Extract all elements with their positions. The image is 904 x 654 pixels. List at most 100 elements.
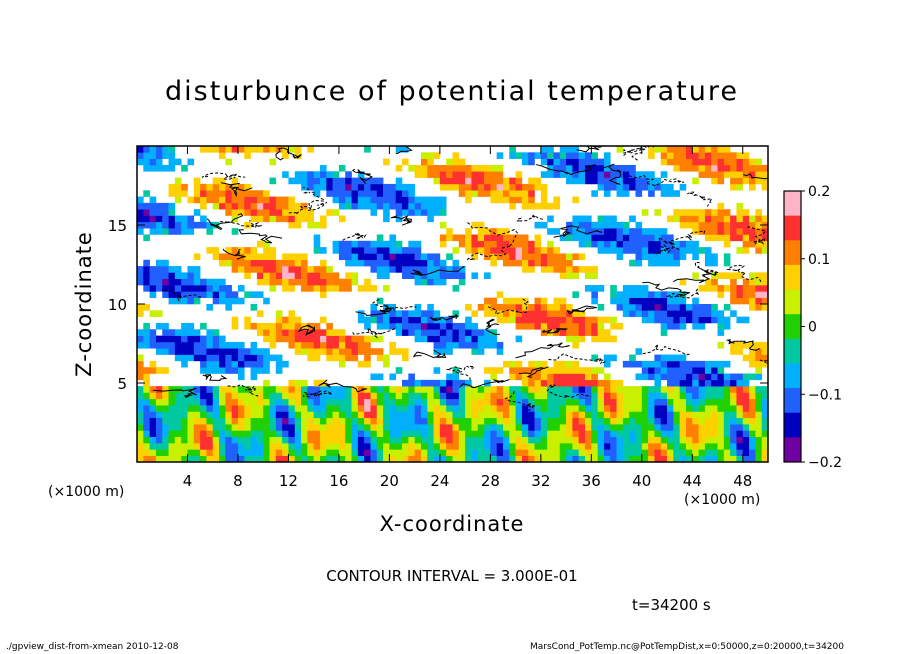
field-cell: [357, 177, 365, 185]
field-cell: [723, 449, 731, 456]
field-cell: [711, 443, 718, 450]
field-cell: [408, 417, 415, 425]
field-cell: [149, 411, 157, 419]
field-cell: [433, 379, 441, 387]
field-cell: [433, 341, 441, 349]
field-cell: [515, 259, 523, 267]
field-cell: [256, 209, 264, 216]
field-cell: [521, 405, 529, 412]
field-cell: [471, 335, 479, 343]
field-cell: [420, 202, 428, 210]
field-cell: [534, 373, 542, 381]
field-cell: [395, 329, 403, 336]
field-cell: [566, 171, 573, 178]
field-cell: [326, 455, 333, 462]
field-cell: [540, 259, 548, 267]
field-cell: [433, 392, 441, 400]
field-cell: [301, 215, 308, 223]
field-cell: [654, 310, 662, 317]
field-cell: [540, 373, 548, 381]
field-cell: [301, 335, 308, 343]
field-cell: [660, 253, 668, 261]
field-cell: [420, 272, 428, 280]
field-cell: [414, 443, 422, 450]
field-cell: [326, 329, 333, 336]
field-cell: [376, 240, 384, 248]
field-cell: [231, 411, 239, 419]
field-cell: [749, 386, 756, 393]
field-cell: [231, 146, 239, 153]
contour-line: [687, 191, 714, 207]
field-cell: [749, 436, 756, 444]
field-cell: [490, 341, 497, 349]
field-cell: [540, 392, 548, 400]
field-cell: [408, 196, 415, 204]
field-cell: [383, 259, 390, 267]
field-cell: [155, 367, 163, 374]
field-cell: [521, 379, 529, 387]
contour-line: [642, 281, 690, 296]
field-cell: [509, 240, 516, 248]
field-cell: [685, 424, 693, 431]
field-cell: [414, 386, 422, 393]
field-cell: [547, 152, 554, 159]
field-cell: [389, 373, 397, 381]
field-cell: [155, 285, 163, 292]
field-cell: [162, 436, 169, 444]
field-cell: [641, 209, 649, 216]
field-cell: [408, 183, 415, 191]
field-cell: [155, 259, 163, 267]
field-cell: [465, 335, 472, 343]
contour-line: [553, 225, 603, 238]
field-cell: [591, 411, 598, 419]
field-cell: [673, 164, 680, 172]
field-cell: [181, 436, 188, 444]
field-cell: [364, 443, 371, 450]
field-cell: [427, 259, 434, 267]
field-cell: [654, 411, 662, 419]
field-cell: [660, 398, 668, 406]
field-cell: [667, 291, 674, 298]
field-cell: [749, 405, 756, 412]
field-cell: [376, 354, 384, 362]
field-cell: [465, 392, 472, 400]
field-cell: [376, 398, 384, 406]
field-cell: [332, 272, 340, 280]
field-cell: [685, 146, 693, 153]
field-cell: [187, 196, 195, 204]
field-cell: [301, 417, 308, 425]
field-cell: [723, 240, 731, 248]
field-cell: [414, 411, 422, 419]
field-cell: [509, 234, 516, 242]
field-cell: [654, 247, 662, 254]
field-cell: [704, 146, 712, 153]
field-cell: [540, 411, 548, 419]
field-cell: [667, 405, 674, 412]
field-cell: [742, 354, 750, 362]
field-cell: [717, 171, 725, 178]
field-cell: [749, 221, 756, 229]
field-cell: [408, 436, 415, 444]
field-cell: [307, 392, 314, 400]
field-cell: [200, 202, 207, 210]
field-cell: [181, 278, 188, 286]
field-cell: [433, 266, 441, 273]
field-cell: [237, 253, 245, 261]
field-cell: [206, 335, 214, 343]
field-cell: [231, 443, 239, 450]
field-cell: [622, 386, 630, 393]
field-cell: [528, 247, 535, 254]
contour-line: [395, 146, 413, 155]
field-cell: [629, 164, 636, 172]
field-cell: [351, 272, 359, 280]
field-cell: [566, 164, 573, 172]
field-cell: [319, 392, 327, 400]
field-cell: [225, 443, 232, 450]
field-cell: [616, 322, 624, 330]
field-cell: [219, 152, 226, 159]
field-cell: [162, 455, 169, 462]
field-cell: [648, 310, 655, 317]
field-cell: [389, 398, 397, 406]
field-cell: [698, 247, 706, 254]
field-cell: [288, 341, 296, 349]
